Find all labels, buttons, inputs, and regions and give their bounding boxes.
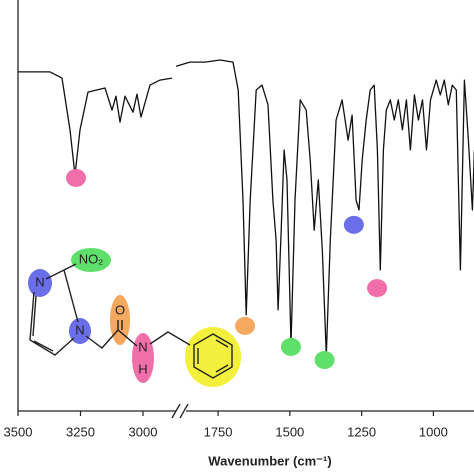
highlight — [71, 248, 111, 272]
x-tick-label: 1000 — [419, 424, 448, 439]
highlight — [69, 318, 91, 344]
spectrum-line — [18, 71, 173, 176]
peak-marker — [343, 215, 364, 234]
x-tick-label: 3000 — [129, 424, 158, 439]
atom-label: N — [35, 274, 44, 289]
highlight — [28, 269, 52, 297]
molecule: N NO₂ N O N H — [28, 248, 241, 387]
peak-marker — [314, 351, 335, 370]
peak-marker — [235, 316, 256, 335]
benzene-ring — [193, 333, 233, 379]
axis-break — [171, 403, 189, 419]
peak-marker — [280, 337, 301, 356]
atom-label: O — [115, 302, 125, 317]
atom-label: NO₂ — [79, 251, 104, 266]
x-tick-label: 1750 — [204, 424, 233, 439]
bonds — [29, 263, 191, 356]
x-tick-label: 3500 — [4, 424, 33, 439]
atom-label: H — [138, 361, 147, 376]
x-tick-label: 1250 — [347, 424, 376, 439]
highlight — [132, 333, 154, 383]
spectrum-line — [175, 59, 474, 356]
peak-marker — [367, 279, 388, 298]
atom-label: N — [75, 322, 84, 337]
peak-marker — [66, 168, 86, 187]
atom-label: N — [138, 339, 147, 354]
x-tick-label: 3250 — [66, 424, 95, 439]
x-axis-title: Wavenumber (cm⁻¹) — [208, 453, 331, 468]
x-tick-label: 1500 — [275, 424, 304, 439]
